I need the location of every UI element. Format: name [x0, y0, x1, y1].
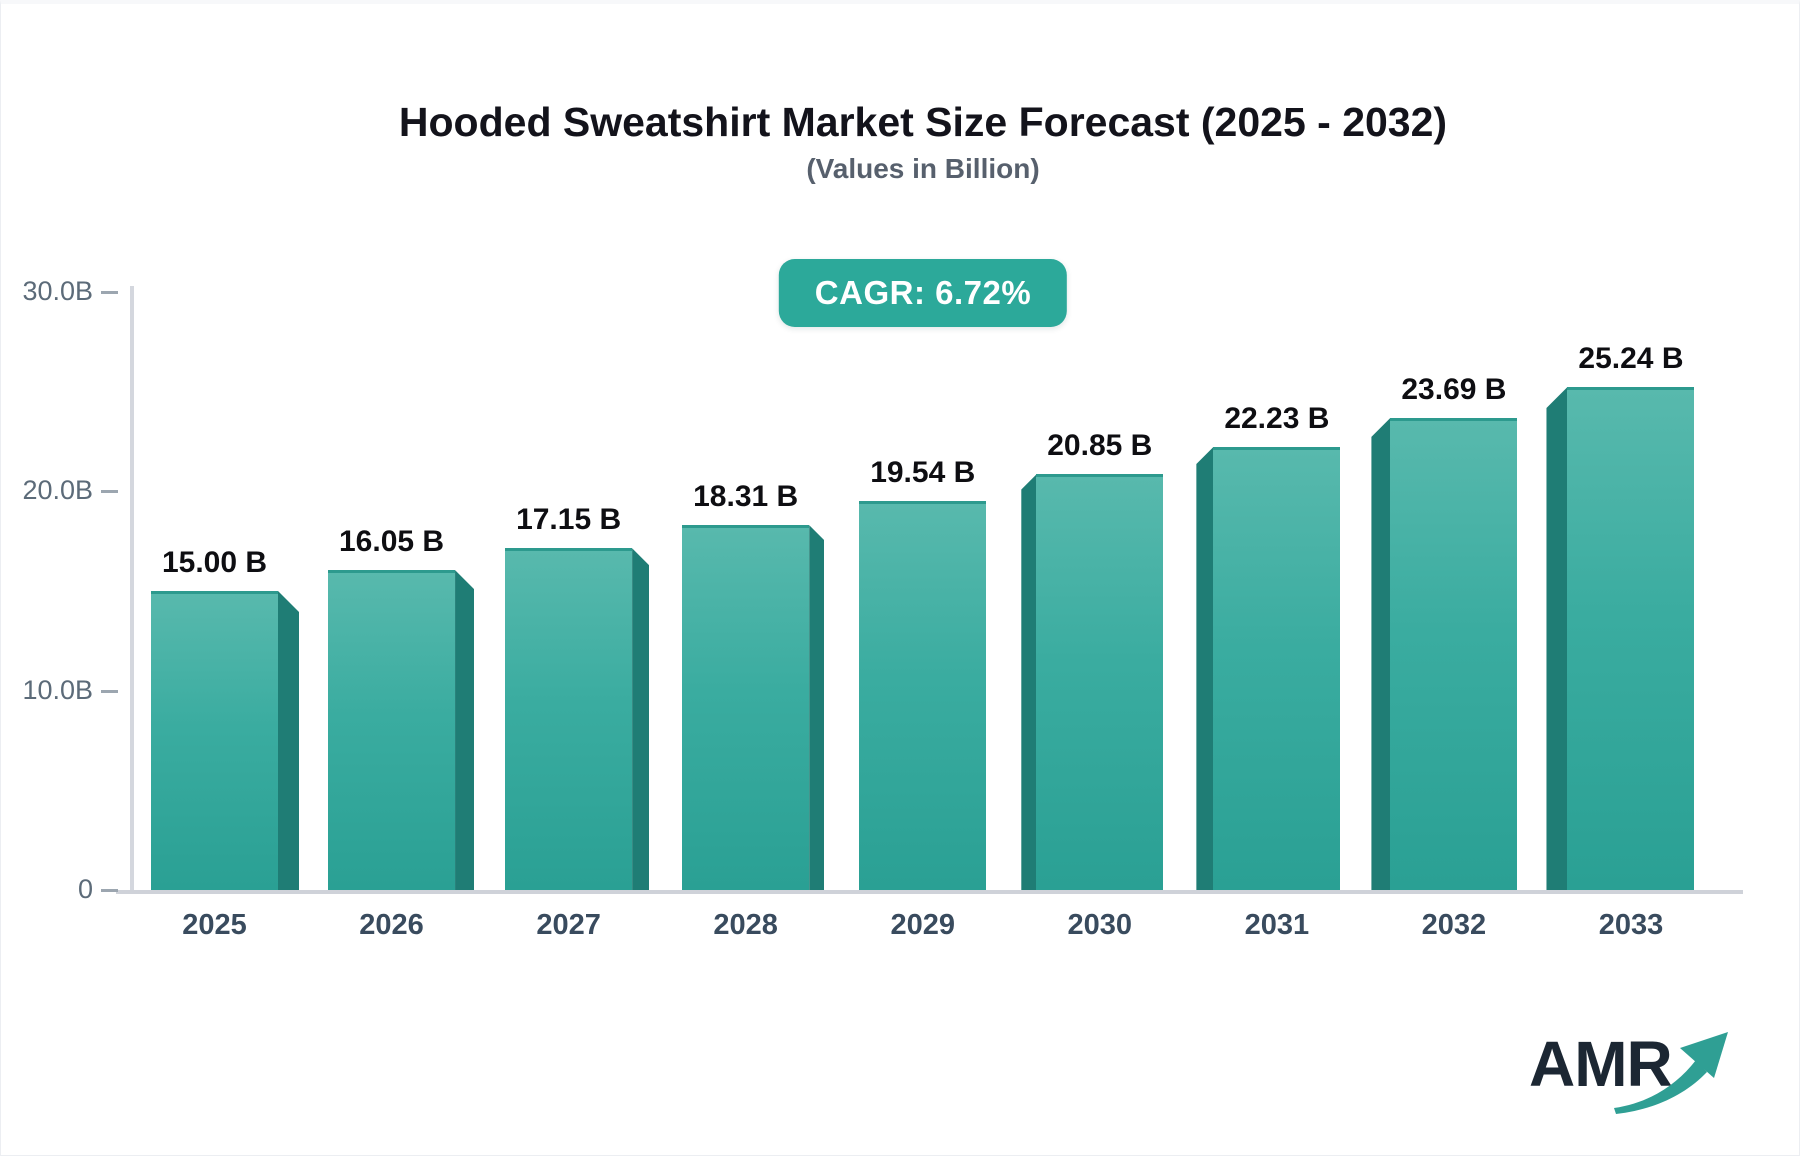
- bar-value-label: 15.00 B: [161, 546, 268, 580]
- bar-face: [1213, 446, 1341, 890]
- bar-2028[interactable]: [682, 525, 825, 890]
- bar-2026[interactable]: [328, 570, 475, 890]
- chart-title: Hooded Sweatshirt Market Size Forecast (…: [398, 99, 1448, 145]
- bar-value-label: 25.24 B: [1578, 341, 1684, 375]
- y-tick-label: 20.0B: [22, 475, 93, 506]
- bar-value-label: 18.31 B: [693, 480, 799, 514]
- bar-side-right: [278, 591, 299, 890]
- bar-side-right: [632, 548, 650, 890]
- bar-face: [1567, 386, 1695, 890]
- bar-face: [682, 525, 810, 890]
- bar-2033[interactable]: [1546, 386, 1695, 890]
- y-tick-mark: [101, 291, 118, 295]
- x-tick-label-2026: 2026: [359, 909, 424, 941]
- bar-2030[interactable]: [1021, 474, 1164, 890]
- amr-logo-text: AMR: [1529, 1028, 1673, 1100]
- bar-face: [151, 591, 278, 890]
- bar-value-label: 17.15 B: [516, 503, 622, 537]
- x-tick-label-2031: 2031: [1244, 909, 1310, 941]
- bar-value-label: 20.85 B: [1047, 429, 1153, 463]
- bar-side-right: [455, 570, 475, 890]
- x-tick-label-2025: 2025: [182, 909, 247, 941]
- growth-arrow-icon: [1614, 1032, 1728, 1114]
- bar-2032[interactable]: [1371, 417, 1518, 890]
- bar-value-label: 16.05 B: [339, 525, 445, 559]
- bar-value-label: 19.54 B: [870, 455, 976, 489]
- bar-2031[interactable]: [1196, 446, 1341, 890]
- y-tick-label: 0: [77, 874, 93, 904]
- y-tick-mark: [101, 889, 118, 892]
- x-tick-label-2029: 2029: [890, 909, 955, 941]
- bar-face: [1390, 417, 1518, 890]
- y-tick-label: 30.0B: [22, 276, 93, 307]
- x-tick-label-2033: 2033: [1598, 909, 1664, 941]
- cagr-badge: CAGR: 6.72%: [778, 259, 1068, 327]
- x-tick-label-2032: 2032: [1421, 909, 1487, 941]
- x-tick-label-2028: 2028: [713, 909, 778, 941]
- bar-face: [328, 570, 456, 890]
- bar-face: [1036, 474, 1164, 890]
- bar-2027[interactable]: [505, 548, 650, 890]
- x-tick-label-2027: 2027: [536, 909, 601, 941]
- bar-value-label: 23.69 B: [1401, 372, 1507, 406]
- y-tick-mark: [101, 689, 118, 693]
- y-tick-mark: [101, 490, 118, 494]
- bar-2025[interactable]: [151, 591, 299, 890]
- amr-logo: AMR: [1529, 1032, 1729, 1122]
- bar-side-left: [1546, 386, 1568, 890]
- bar-side-left: [1021, 474, 1037, 890]
- chart-subtitle: (Values in Billion): [806, 153, 1040, 184]
- x-tick-label-2030: 2030: [1067, 909, 1133, 941]
- bar-2029[interactable]: [859, 500, 987, 890]
- bar-value-label: 22.23 B: [1224, 401, 1330, 435]
- x-axis-baseline: [116, 890, 1743, 894]
- bar-face: [859, 500, 987, 890]
- bar-side-left: [1371, 417, 1391, 890]
- bar-face: [505, 548, 633, 890]
- y-axis-line: [130, 286, 134, 894]
- y-tick-label: 10.0B: [22, 674, 93, 705]
- bar-side-left: [1196, 446, 1214, 890]
- bar-side-right: [809, 525, 825, 890]
